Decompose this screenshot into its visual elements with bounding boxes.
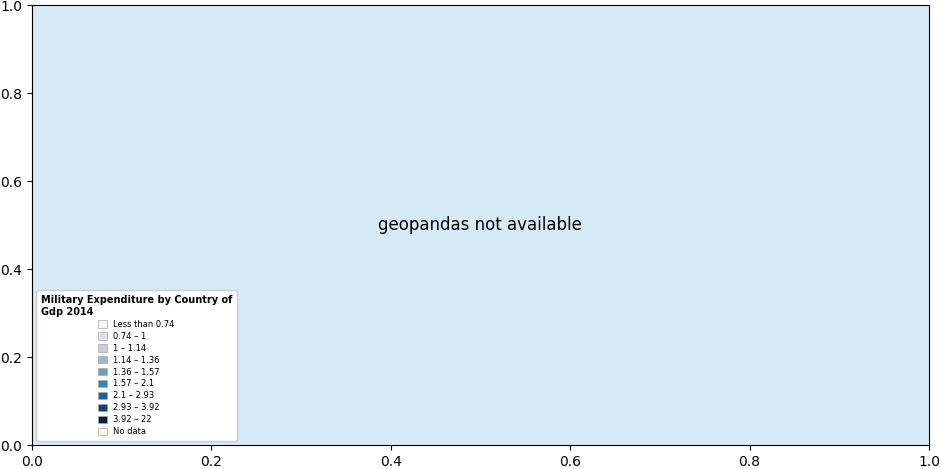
Legend: Less than 0.74, 0.74 – 1, 1 – 1.14, 1.14 – 1.36, 1.36 – 1.57, 1.57 – 2.1, 2.1 – : Less than 0.74, 0.74 – 1, 1 – 1.14, 1.14…	[36, 290, 237, 441]
Text: geopandas not available: geopandas not available	[379, 216, 582, 234]
